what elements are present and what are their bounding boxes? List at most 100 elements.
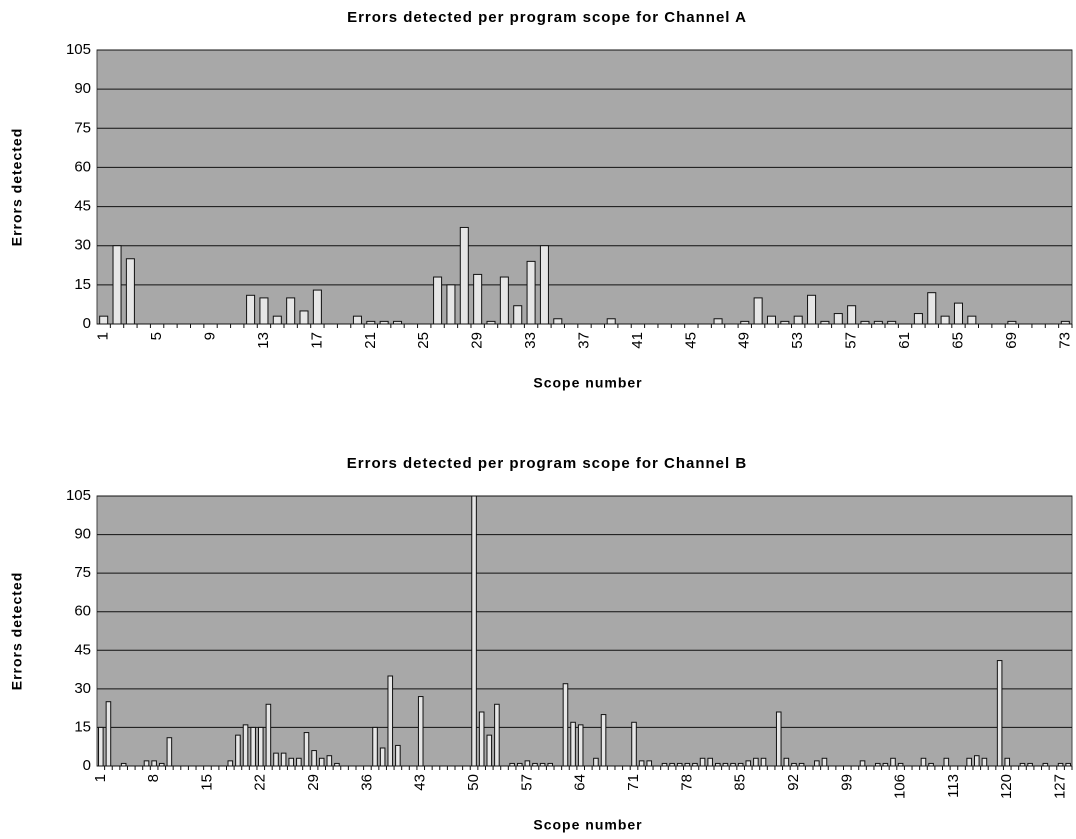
bar [966,757,972,767]
bar [577,724,584,767]
plot-area [96,49,1073,325]
bar [312,289,322,325]
bar [417,696,424,767]
bar [235,734,241,767]
bar [526,260,536,325]
bar [562,683,569,767]
bar [280,752,287,767]
x-tick-label: 61 [896,332,913,349]
x-axis-label: Scope number [533,817,642,833]
bar [486,320,496,325]
x-tick-label: 45 [682,332,699,349]
bar [151,760,157,767]
bar [1027,762,1033,767]
y-axis-label: Errors detected [9,128,25,246]
bar [807,294,817,325]
bar [539,245,549,325]
bar [112,245,122,325]
x-axis-label: Scope number [533,375,642,391]
bar [766,315,776,325]
x-tick-label: 33 [522,332,539,349]
bar [242,724,249,767]
bar [684,762,691,767]
bar [334,762,340,767]
bar [286,297,296,325]
bar [296,757,302,767]
bar [793,315,803,325]
bar [737,762,744,767]
x-tick-label: 17 [308,332,325,349]
bar [722,762,729,767]
bar [669,762,675,767]
x-tick-label: 78 [678,774,695,791]
bar [387,675,394,767]
bar [366,320,376,325]
bar [105,701,112,767]
y-tick-label: 105 [66,487,91,504]
bar [745,760,752,767]
bar [250,726,256,767]
x-tick-label: 13 [255,332,272,349]
bar [509,762,515,767]
bar [1004,757,1011,767]
plot-area [96,495,1073,767]
bar [1060,320,1070,325]
bar [273,752,279,767]
x-tick-label: 37 [575,332,592,349]
bar [913,313,923,325]
bar [513,305,523,325]
y-tick-label: 90 [74,80,91,97]
bar [821,757,828,767]
bar [661,762,668,767]
bar [299,310,309,325]
bar [593,757,599,767]
bar [547,762,554,767]
x-tick-label: 29 [469,332,486,349]
bar [524,760,531,767]
bar [928,762,934,767]
bar [920,757,927,767]
x-tick-label: 106 [892,774,909,799]
bar [887,320,897,325]
bar [486,734,493,767]
y-tick-label: 75 [74,119,91,136]
x-tick-label: 49 [736,332,753,349]
y-tick-label: 0 [83,757,91,774]
y-tick-label: 15 [74,276,91,293]
bar [288,757,295,767]
bar [393,320,403,325]
bar [783,757,790,767]
bar [99,315,109,325]
bar [967,315,977,325]
x-tick-label: 29 [305,774,322,791]
x-tick-label: 22 [252,774,269,791]
bar [1057,762,1064,767]
bar [478,711,485,767]
bar [1065,762,1071,767]
y-tick-label: 15 [74,718,91,735]
y-tick-label: 75 [74,564,91,581]
bar [780,320,790,325]
x-tick-label: 41 [629,332,646,349]
x-tick-label: 50 [465,774,482,791]
y-tick-label: 45 [74,198,91,215]
bar [570,721,576,767]
bar [120,762,127,767]
bar [303,732,310,767]
x-tick-label: 21 [362,332,379,349]
y-tick-label: 30 [74,237,91,254]
y-tick-label: 30 [74,680,91,697]
x-tick-label: 57 [518,774,535,791]
x-tick-label: 73 [1056,332,1073,349]
bar [953,302,963,325]
bar [539,762,546,767]
bar [158,762,165,767]
x-tick-label: 120 [998,774,1015,799]
bar [833,313,843,325]
bar [1019,762,1026,767]
bar [379,747,386,767]
x-tick-label: 99 [838,774,855,791]
bar [943,757,950,767]
bar [166,737,173,767]
bar [1042,762,1049,767]
